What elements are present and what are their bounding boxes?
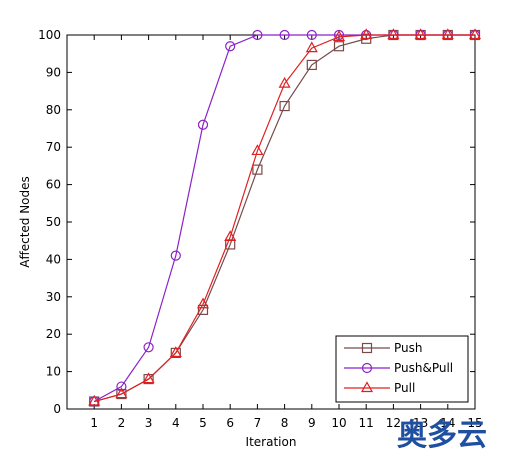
y-tick-label: 0	[53, 402, 61, 416]
x-tick-label: 2	[118, 416, 126, 430]
data-point-push	[252, 164, 263, 175]
data-point-push-pull	[252, 29, 263, 41]
legend-label-push: Push	[394, 341, 423, 355]
y-tick-label: 100	[38, 28, 61, 42]
data-point-push-pull	[225, 41, 236, 52]
legend-marker-push	[361, 342, 373, 354]
data-point-push-pull	[116, 381, 127, 392]
data-point-pull	[196, 297, 210, 309]
data-point-pull	[441, 28, 454, 40]
y-tick-label: 80	[46, 103, 61, 117]
data-point-pull	[88, 394, 101, 406]
x-tick-label: 15	[467, 416, 482, 430]
data-point-pull	[224, 230, 237, 242]
series-layer	[88, 28, 482, 407]
data-point-push	[333, 41, 345, 52]
y-tick-label: 40	[46, 252, 61, 266]
data-point-push-pull	[143, 342, 154, 353]
data-point-push-pull	[279, 29, 290, 41]
x-tick-label: 9	[308, 416, 316, 430]
series-pull	[88, 28, 482, 406]
data-point-pull	[251, 144, 264, 156]
y-tick-label: 50	[46, 215, 61, 229]
x-tick-label: 11	[359, 416, 374, 430]
x-tick-label: 14	[440, 416, 455, 430]
data-point-pull	[332, 30, 346, 41]
y-axis: 0 10 20 30 40 50 60 70 80 90 100	[38, 28, 475, 416]
data-point-push-pull	[197, 119, 209, 130]
y-tick-label: 60	[46, 178, 61, 192]
legend-label-push-pull: Push&Pull	[394, 361, 453, 375]
x-tick-label: 4	[172, 416, 180, 430]
data-point-pull	[142, 372, 155, 384]
legend: Push Push&Pull Pull	[335, 335, 469, 403]
y-tick-label: 10	[46, 365, 61, 379]
data-point-push-pull	[306, 29, 317, 41]
data-point-pull	[360, 28, 373, 40]
watermark-logo: 奥多云	[397, 418, 487, 453]
legend-box	[335, 335, 469, 403]
x-tick-label: 1	[90, 416, 98, 430]
x-tick-label: 3	[145, 416, 153, 430]
x-tick-label: 6	[226, 416, 234, 430]
legend-marker-pull	[360, 381, 374, 393]
y-tick-label: 20	[46, 327, 61, 341]
x-axis: 1 2 3 4 5 6 7 8 9 10 11 12 13 14 15	[90, 35, 483, 430]
data-point-pull	[387, 28, 400, 40]
data-point-pull	[169, 346, 182, 357]
x-tick-label: 10	[331, 416, 346, 430]
data-point-pull	[414, 28, 427, 40]
data-point-push	[306, 59, 317, 71]
legend-label-pull: Pull	[394, 381, 415, 395]
data-point-pull	[305, 41, 318, 53]
data-point-pull	[115, 387, 128, 399]
x-tick-label: 8	[281, 416, 289, 430]
x-axis-label: Iteration	[246, 435, 297, 449]
series-line-pull	[94, 34, 475, 403]
x-tick-label: 7	[254, 416, 262, 430]
y-tick-label: 90	[46, 65, 61, 79]
legend-marker-push-pull	[361, 362, 373, 374]
y-tick-label: 30	[46, 290, 61, 304]
data-point-push	[279, 100, 290, 112]
x-tick-label: 12	[386, 416, 401, 430]
y-tick-label: 70	[46, 140, 61, 154]
x-tick-label: 13	[413, 416, 428, 430]
data-point-pull	[468, 28, 482, 40]
y-axis-label: Affected Nodes	[18, 176, 32, 268]
x-tick-label: 5	[199, 416, 207, 430]
data-point-pull	[278, 76, 291, 88]
data-point-push-pull	[170, 250, 181, 261]
